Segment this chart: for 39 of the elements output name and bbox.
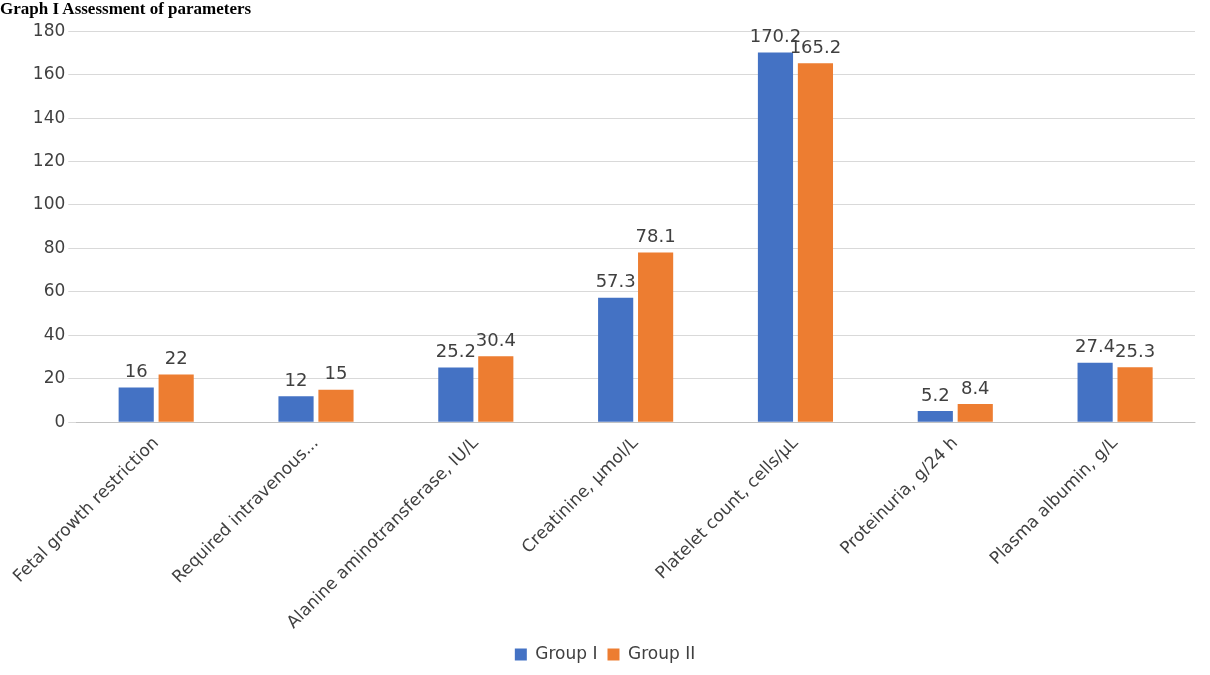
y-tick-label: 20 xyxy=(43,367,66,388)
bar xyxy=(957,403,993,422)
bar xyxy=(158,374,194,422)
data-label: 15 xyxy=(324,362,348,384)
legend-label: Group I xyxy=(535,642,598,663)
bar xyxy=(478,356,514,422)
data-label: 12 xyxy=(284,368,308,390)
chart-title: Graph I Assessment of parameters xyxy=(0,0,252,18)
data-label: 22 xyxy=(164,347,188,369)
bar xyxy=(1077,362,1113,422)
data-label: 25.2 xyxy=(435,340,476,362)
bar xyxy=(1117,367,1153,422)
bar xyxy=(638,252,674,422)
y-tick-label: 180 xyxy=(32,19,66,40)
data-label: 30.4 xyxy=(475,328,516,350)
data-label: 27.4 xyxy=(1075,335,1116,357)
data-label: 8.4 xyxy=(960,376,990,398)
y-tick-label: 120 xyxy=(32,149,66,170)
y-tick-label: 100 xyxy=(32,193,66,214)
bar xyxy=(797,63,834,422)
data-label: 78.1 xyxy=(635,225,676,247)
bar xyxy=(278,396,314,422)
bar xyxy=(438,367,474,422)
y-tick-label: 40 xyxy=(43,323,66,344)
bar xyxy=(757,52,794,422)
y-tick-label: 0 xyxy=(54,410,66,431)
data-label: 57.3 xyxy=(595,270,636,292)
bar xyxy=(917,410,953,422)
y-tick-label: 140 xyxy=(32,106,66,127)
data-label: 5.2 xyxy=(920,383,950,405)
y-tick-label: 160 xyxy=(32,63,66,84)
y-tick-label: 60 xyxy=(43,280,66,301)
bar xyxy=(318,389,354,422)
bar xyxy=(598,297,634,422)
bar xyxy=(118,387,154,422)
data-label: 25.3 xyxy=(1115,339,1156,361)
data-label: 16 xyxy=(124,360,148,382)
y-tick-label: 80 xyxy=(43,236,66,257)
legend-label: Group II xyxy=(627,642,696,663)
